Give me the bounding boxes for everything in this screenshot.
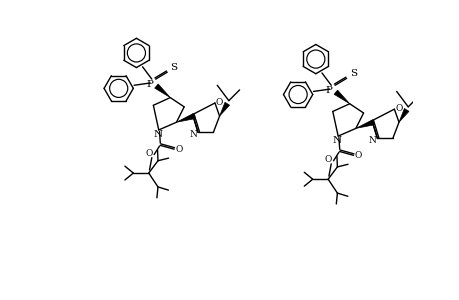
Text: O: O bbox=[354, 151, 361, 160]
Polygon shape bbox=[398, 109, 408, 122]
Text: S: S bbox=[170, 63, 177, 72]
Polygon shape bbox=[333, 90, 349, 104]
Text: O: O bbox=[394, 104, 402, 113]
Text: O: O bbox=[324, 155, 331, 164]
Text: O: O bbox=[175, 145, 182, 154]
Text: O: O bbox=[215, 98, 223, 107]
Text: N: N bbox=[189, 130, 197, 139]
Polygon shape bbox=[219, 102, 229, 116]
Polygon shape bbox=[355, 120, 374, 128]
Text: N: N bbox=[332, 136, 341, 145]
Text: S: S bbox=[349, 69, 356, 78]
Text: N: N bbox=[368, 136, 376, 145]
Text: O: O bbox=[145, 149, 152, 158]
Polygon shape bbox=[176, 113, 195, 122]
Polygon shape bbox=[154, 84, 170, 98]
Text: P: P bbox=[146, 80, 152, 89]
Text: N: N bbox=[153, 130, 162, 139]
Text: P: P bbox=[325, 86, 332, 95]
